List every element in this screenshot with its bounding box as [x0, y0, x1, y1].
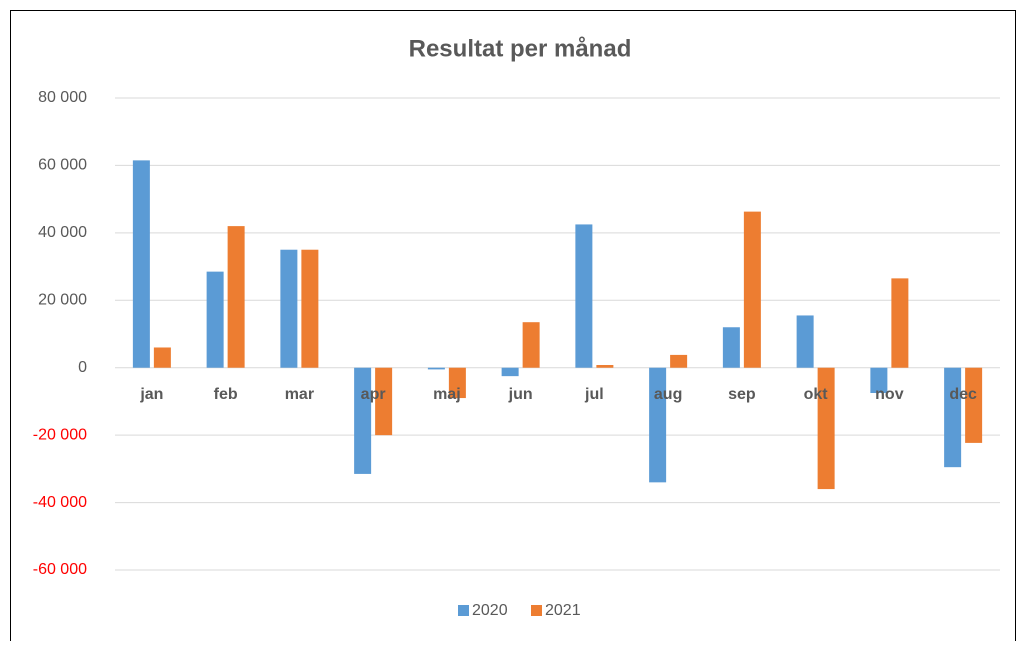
y-tick-label: -20 000	[33, 426, 87, 443]
bar	[722, 327, 740, 368]
bar	[132, 160, 150, 368]
x-tick-label: okt	[804, 386, 829, 403]
bar	[817, 367, 835, 490]
x-tick-label: maj	[433, 386, 461, 403]
bar	[280, 249, 298, 368]
y-tick-label: -40 000	[33, 494, 87, 511]
bar	[944, 367, 962, 468]
chart-border	[10, 10, 1016, 646]
x-tick-label: jan	[139, 386, 163, 403]
y-tick-label: 80 000	[38, 89, 87, 106]
bar	[301, 249, 319, 368]
y-tick-label: 20 000	[38, 292, 87, 309]
y-tick-label: 0	[78, 359, 87, 376]
x-tick-label: sep	[728, 386, 756, 403]
labels: -60 000 -40 000 -20 000 0 20 000 40 000 60 000…	[33, 89, 977, 619]
chart-title: Resultat per månad	[409, 35, 632, 62]
x-tick-label: feb	[214, 386, 238, 403]
y-tick-label: -60 000	[33, 561, 87, 578]
x-tick-label: mar	[285, 386, 314, 403]
legend-swatch	[458, 605, 469, 616]
bar	[575, 224, 593, 368]
x-tick-label: nov	[875, 386, 904, 403]
bar	[448, 367, 466, 399]
legend-swatch	[531, 605, 542, 616]
y-tick-label: 60 000	[38, 157, 87, 174]
bar	[649, 367, 667, 483]
bar	[870, 367, 888, 393]
bar	[427, 367, 445, 370]
legend-label: 2020	[472, 602, 508, 619]
bar	[354, 367, 372, 474]
bar	[670, 354, 688, 368]
x-tick-label: jul	[584, 386, 604, 403]
x-tick-label: jun	[508, 386, 533, 403]
y-tick-label: 40 000	[38, 224, 87, 241]
bars	[132, 160, 983, 490]
bar	[153, 347, 171, 368]
grid	[115, 97, 1000, 571]
bar	[743, 211, 761, 368]
bar	[596, 365, 614, 368]
bar	[375, 367, 393, 436]
bar	[206, 271, 224, 368]
bar	[501, 367, 519, 377]
legend-label: 2021	[545, 602, 581, 619]
x-tick-label: apr	[361, 386, 386, 403]
x-tick-label: dec	[949, 386, 977, 403]
bar	[522, 322, 540, 368]
bar	[796, 315, 814, 368]
bar	[965, 367, 983, 443]
x-tick-label: aug	[654, 386, 682, 403]
bar	[891, 278, 909, 368]
bar	[227, 226, 245, 368]
